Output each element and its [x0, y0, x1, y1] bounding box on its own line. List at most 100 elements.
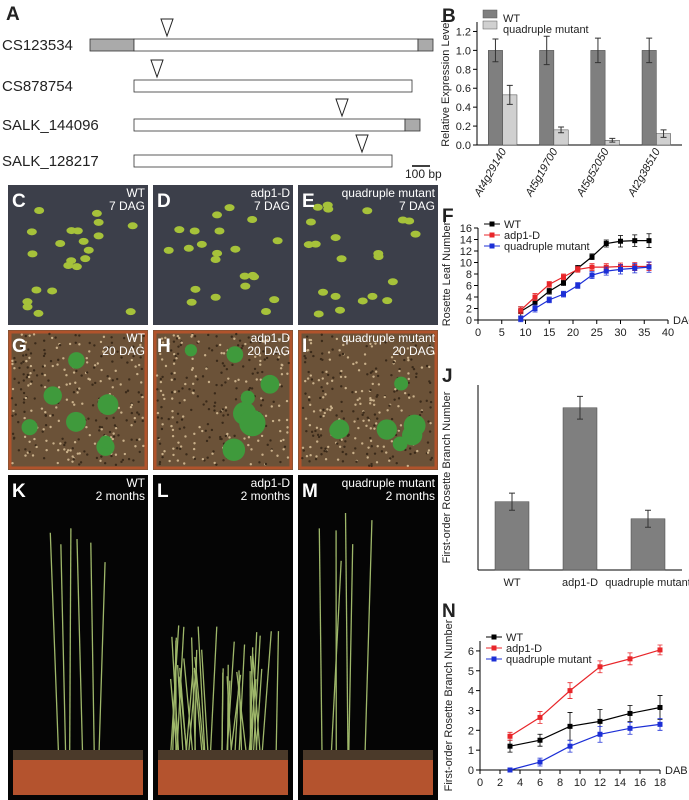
- soil: [22, 401, 26, 404]
- error-bar: [609, 137, 616, 143]
- soil: [260, 397, 263, 400]
- soil: [34, 342, 37, 345]
- soil: [33, 437, 36, 441]
- soil: [68, 342, 72, 346]
- y-axis-label: First-order Rosette Branch Number: [443, 619, 455, 791]
- soil: [30, 380, 33, 383]
- soil: [20, 333, 24, 336]
- soil: [319, 434, 323, 437]
- soil: [370, 345, 374, 348]
- soil: [99, 459, 102, 463]
- genotype-label: quadruple mutant: [342, 331, 436, 345]
- point: [507, 733, 513, 739]
- soil: [19, 388, 23, 391]
- soil: [410, 358, 413, 361]
- soil: [25, 359, 28, 363]
- soil: [98, 425, 102, 429]
- soil: [248, 386, 252, 390]
- soil: [121, 458, 125, 462]
- soil: [317, 435, 321, 439]
- soil: [310, 430, 314, 434]
- stem: [364, 520, 373, 751]
- soil: [429, 458, 432, 461]
- soil: [176, 334, 180, 338]
- soil: [365, 424, 368, 428]
- soil: [32, 333, 36, 336]
- soil: [191, 391, 195, 395]
- soil: [338, 349, 341, 352]
- soil: [91, 404, 95, 407]
- soil: [302, 449, 305, 452]
- panel-letter: B: [442, 6, 456, 27]
- soil: [13, 356, 16, 360]
- seedling: [373, 253, 384, 261]
- point: [575, 266, 581, 272]
- soil: [74, 381, 77, 384]
- construct-label: SALK_128217: [2, 153, 99, 170]
- soil: [81, 402, 84, 405]
- soil: [23, 416, 26, 420]
- soil: [270, 405, 273, 408]
- error-bar: [577, 395, 583, 420]
- soil: [190, 368, 194, 371]
- soil: [408, 396, 411, 399]
- soil: [173, 359, 176, 362]
- legend-marker: [491, 645, 497, 651]
- soil: [169, 349, 173, 352]
- soil: [63, 368, 66, 371]
- seedling: [55, 240, 66, 248]
- soil: [188, 388, 191, 391]
- soil: [317, 379, 321, 382]
- rosette: [43, 386, 62, 405]
- soil: [173, 352, 176, 356]
- pot: [13, 755, 143, 795]
- seedling: [322, 201, 333, 209]
- seedling: [93, 232, 104, 240]
- soil: [354, 437, 357, 440]
- soil: [278, 339, 281, 342]
- seedling: [261, 308, 272, 316]
- panel-letter: F: [442, 206, 454, 227]
- soil: [87, 417, 90, 420]
- soil: [102, 350, 105, 353]
- genotype-label: adp1-D: [251, 331, 291, 345]
- soil: [166, 340, 170, 343]
- soil: [250, 448, 253, 451]
- soil: [390, 440, 394, 443]
- point: [657, 704, 663, 710]
- soil: [196, 378, 199, 381]
- soil: [73, 403, 76, 406]
- soil: [287, 361, 290, 365]
- soil: [247, 443, 250, 447]
- soil: [65, 383, 68, 386]
- y-tick-label: 0.8: [456, 64, 471, 76]
- x-tick-label: At5g19700: [523, 146, 561, 200]
- soil: [170, 391, 174, 394]
- seedling: [93, 218, 104, 226]
- soil: [42, 354, 46, 358]
- soil: [340, 400, 343, 404]
- soil: [415, 372, 418, 375]
- soil: [137, 413, 141, 416]
- soil: [325, 370, 328, 374]
- soil: [71, 447, 74, 450]
- soil: [110, 341, 114, 345]
- soil: [106, 346, 110, 349]
- soil: [55, 406, 58, 409]
- soil: [413, 451, 417, 454]
- soil: [364, 362, 367, 366]
- soil: [63, 443, 66, 447]
- x-tick-label: WT: [503, 577, 520, 589]
- soil: [235, 332, 238, 336]
- soil: [156, 388, 159, 391]
- soil: [42, 339, 46, 342]
- gene-box: [133, 38, 419, 52]
- y-tick-label: 6: [468, 646, 474, 658]
- stage-label: 20 DAG: [392, 344, 435, 358]
- seedling: [31, 286, 42, 294]
- genotype-label: quadruple mutant: [342, 186, 436, 200]
- stem: [60, 544, 67, 751]
- construct-label: CS878754: [2, 78, 73, 95]
- soil: [141, 416, 144, 420]
- soil: [172, 453, 175, 457]
